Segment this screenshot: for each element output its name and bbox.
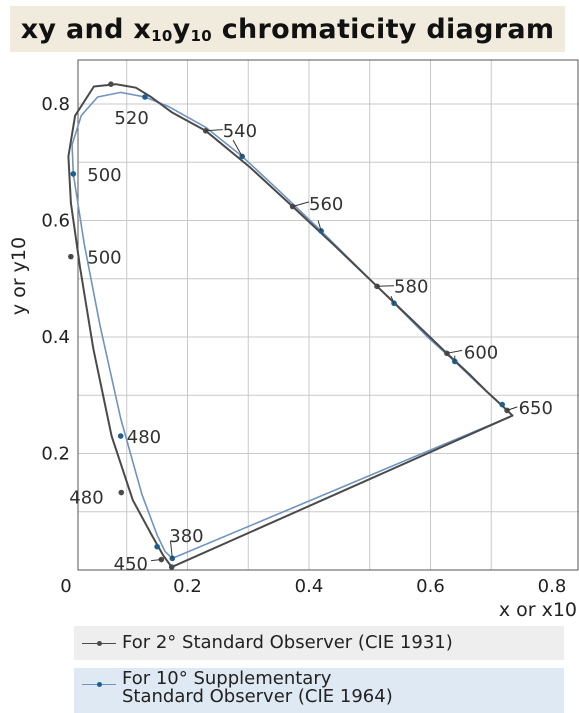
marker-cie-1964-480 <box>117 433 124 439</box>
marker-cie-1964-560 <box>318 228 324 234</box>
wavelength-leader-line <box>317 220 322 232</box>
marker-cie-1964-650 <box>499 401 505 408</box>
wavelength-label-580: 580 <box>394 277 428 298</box>
wavelength-label-650: 650 <box>519 398 553 419</box>
marker-cie-1964-580 <box>391 300 397 307</box>
wavelength-labels: 520 540 560 580 600 650 500 500 480 480 380 450 <box>69 108 553 575</box>
marker-cie-1964-600 <box>452 358 458 365</box>
x-tick-label: 0.4 <box>295 576 324 597</box>
wavelength-label-480: 480 <box>69 488 103 509</box>
title-y: y <box>172 13 191 45</box>
marker-cie-1964-520 <box>142 94 148 100</box>
wavelength-label-540: 540 <box>223 121 257 142</box>
x-tick-label: 0.8 <box>538 576 567 597</box>
wavelength-leader-line <box>506 406 518 411</box>
plot-frame <box>77 59 579 571</box>
wavelength-label-520: 520 <box>114 108 148 129</box>
y-tick-label: 0.8 <box>41 94 70 115</box>
wavelength-label-480: 480 <box>127 427 161 448</box>
marker-cie-1931-520 <box>108 81 114 87</box>
legend-swatch-cie-1931 <box>82 633 116 653</box>
y-tick-label: 0.4 <box>41 327 70 348</box>
x-tick-label: 0.2 <box>173 576 202 597</box>
wavelength-leader-line <box>446 349 463 354</box>
title-x: x <box>133 13 152 45</box>
title-x-subscript: 10 <box>151 26 173 45</box>
title-y-subscript: 10 <box>190 26 212 45</box>
x-tick-label: 0.6 <box>416 576 445 597</box>
legend-item-cie-1964: For 10° Supplementary Standard Observer … <box>74 668 564 713</box>
x-tick-label: 0 <box>60 576 71 597</box>
wavelength-label-500: 500 <box>87 165 121 186</box>
marker-cie-1964-450 <box>154 543 160 550</box>
wavelength-leader-line <box>232 139 243 157</box>
axis-layer: 0 0.2 0.4 0.6 0.80.20.40.60.8x or x10y or y1… <box>8 94 577 621</box>
title-suffix: chromaticity diagram <box>212 13 555 45</box>
legend-label-cie-1964: For 10° Supplementary Standard Observer … <box>122 668 393 706</box>
y-axis-label: y or y10 <box>8 237 30 315</box>
legend-item-cie-1931: For 2° Standard Observer (CIE 1931) <box>74 626 564 660</box>
marker-cie-1931-500 <box>68 253 74 260</box>
marker-cie-1931-480 <box>118 489 125 496</box>
wavelength-leader-line <box>390 296 395 304</box>
grid <box>78 60 579 570</box>
wavelength-leader-line <box>169 540 173 559</box>
wavelength-leader-line <box>377 285 395 287</box>
chart-title: xy and x10y10 chromaticity diagram <box>21 14 555 45</box>
wavelength-leader-line <box>150 559 162 562</box>
legend-swatch-cie-1964 <box>82 674 116 694</box>
wavelength-leader-line <box>292 201 310 208</box>
wavelength-label-500: 500 <box>87 248 121 269</box>
title-bar: xy and x10y10 chromaticity diagram <box>10 6 565 52</box>
wavelength-leader-line <box>205 129 223 132</box>
wavelength-label-380: 380 <box>169 526 203 547</box>
legend-label-cie-1931: For 2° Standard Observer (CIE 1931) <box>122 632 453 653</box>
legend-label-cie-1964-line-1: For 10° Supplementary <box>122 668 332 689</box>
series-layer <box>67 81 514 570</box>
wavelength-label-560: 560 <box>309 194 343 215</box>
marker-cie-1931-380 <box>168 564 175 570</box>
chromaticity-chart: 520 540 560 580 600 650 500 500 480 480 380 450 0 0.… <box>8 59 579 621</box>
y-tick-label: 0.2 <box>41 444 70 465</box>
x-axis-label: x or x10 <box>499 599 577 621</box>
title-prefix: xy and <box>20 13 134 45</box>
wavelength-label-450: 450 <box>114 554 148 575</box>
wavelength-label-600: 600 <box>464 343 498 364</box>
series-line-cie-1931 <box>67 83 514 569</box>
marker-cie-1964-500 <box>70 171 77 177</box>
legend-label-cie-1964-line-2: Standard Observer (CIE 1964) <box>122 686 393 707</box>
y-tick-label: 0.6 <box>41 211 70 232</box>
